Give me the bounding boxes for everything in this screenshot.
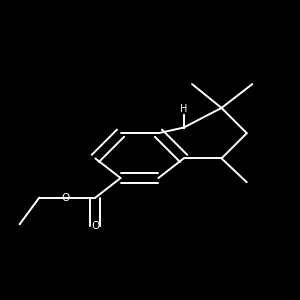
Text: O: O: [91, 221, 99, 231]
Text: O: O: [62, 193, 70, 203]
Text: H: H: [180, 103, 187, 113]
